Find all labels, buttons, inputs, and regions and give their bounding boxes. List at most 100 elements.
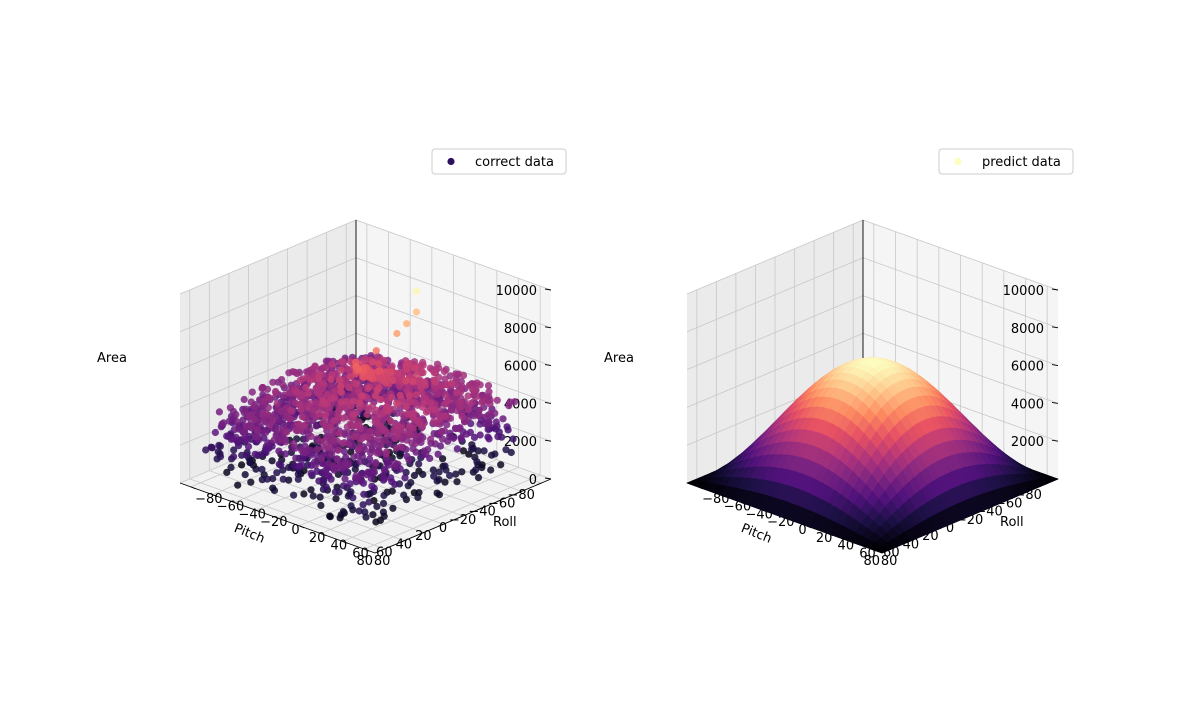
y-axis-title: Roll xyxy=(493,515,517,530)
scatter-point xyxy=(273,469,281,477)
y-tick-label: 60 xyxy=(859,546,876,561)
scatter-point xyxy=(335,430,343,438)
scatter-point xyxy=(350,433,358,441)
scatter-point xyxy=(334,446,342,454)
scatter-point xyxy=(400,491,408,499)
surface-mesh xyxy=(686,357,1059,554)
scatter-point xyxy=(457,435,465,443)
scatter-point xyxy=(486,400,494,408)
scatter-point xyxy=(241,471,249,479)
x-tick-label: 0 xyxy=(439,521,447,536)
scatter-point xyxy=(354,446,362,454)
scatter-point xyxy=(372,347,380,355)
scatter-point xyxy=(330,436,338,445)
scatter-point xyxy=(441,375,449,383)
scatter-point xyxy=(409,445,417,453)
scatter-point xyxy=(410,471,418,480)
scatter-point xyxy=(464,392,472,400)
scatter-point xyxy=(438,428,446,436)
y-tick-label: 40 xyxy=(838,539,855,554)
scatter-point xyxy=(244,443,253,451)
z-axis-title: Area xyxy=(97,351,127,366)
scatter-point xyxy=(336,514,344,522)
scatter-point xyxy=(484,382,493,390)
scatter-point xyxy=(242,451,251,459)
scatter-point xyxy=(466,400,474,408)
scatter-point xyxy=(369,511,377,519)
scatter-point xyxy=(354,452,362,460)
scatter-point xyxy=(409,377,417,386)
scatter-point xyxy=(391,459,399,467)
scatter-point xyxy=(321,412,329,420)
scatter-point xyxy=(337,366,345,374)
y-tick-label: 80 xyxy=(374,554,391,569)
scatter-point xyxy=(431,378,439,386)
scatter-point xyxy=(263,385,272,393)
y-tick-mark xyxy=(277,517,283,521)
wall-gridline-area xyxy=(179,257,357,333)
scatter-point xyxy=(422,408,430,416)
wall-gridline-area xyxy=(862,333,1059,404)
scatter-point xyxy=(365,498,373,506)
scatter-point xyxy=(252,465,260,473)
scatter-point xyxy=(232,433,240,441)
scatter-point xyxy=(304,368,312,376)
scatter-point xyxy=(420,447,428,455)
y-tick-label: 20 xyxy=(309,531,326,546)
scatter-point xyxy=(384,406,392,415)
scatter-point xyxy=(355,507,363,515)
scatter-point xyxy=(304,404,312,412)
scatter-point xyxy=(485,435,493,443)
scatter-point xyxy=(366,427,374,436)
scatter-point xyxy=(392,444,400,452)
legend: correct data xyxy=(431,148,567,175)
scatter-point xyxy=(325,472,333,480)
scatter-point xyxy=(458,412,466,421)
scatter-point xyxy=(367,449,375,457)
scatter-point xyxy=(292,454,300,462)
x-tick-label: 80 xyxy=(357,554,374,569)
scatter-point xyxy=(322,466,330,474)
scatter-point xyxy=(381,475,389,483)
y-tick-label: 60 xyxy=(352,546,369,561)
scatter-point xyxy=(453,445,461,453)
scatter-point xyxy=(402,377,410,385)
scatter-point xyxy=(294,420,302,428)
y-tick-mark xyxy=(320,533,327,536)
y-tick-label: 80 xyxy=(881,554,898,569)
scatter-point xyxy=(391,434,399,442)
scatter-point xyxy=(279,475,287,483)
scatter-point xyxy=(328,450,336,458)
scatter-point xyxy=(248,388,256,396)
scatter-point xyxy=(277,407,285,415)
scatter-point xyxy=(440,367,448,376)
scatter-point xyxy=(458,382,466,390)
scatter-point xyxy=(327,375,335,384)
legend-label: predict data xyxy=(982,155,1061,170)
scatter-point xyxy=(239,416,247,424)
scatter-point xyxy=(245,412,254,420)
scatter-point xyxy=(404,427,412,435)
scatter-point xyxy=(427,435,435,443)
surface-subplot: −80−60−40−20020406080−80−60−40−200204060… xyxy=(604,148,1074,569)
scatter-point xyxy=(414,493,422,501)
scatter-point xyxy=(505,402,513,410)
scatter-point xyxy=(443,421,451,429)
scatter-point xyxy=(346,480,354,488)
scatter-point xyxy=(306,376,314,384)
scatter-point xyxy=(393,329,401,338)
scatter-point xyxy=(320,399,328,408)
y-tick-mark xyxy=(298,525,305,529)
scatter-point xyxy=(263,475,271,483)
scatter-point xyxy=(265,394,273,402)
scatter-point xyxy=(291,368,299,376)
wall-gridline-area xyxy=(179,333,357,408)
scatter-point xyxy=(253,426,261,434)
scatter-point xyxy=(359,373,367,381)
surface-patch xyxy=(874,546,889,554)
scatter-point xyxy=(430,417,438,425)
scatter-point xyxy=(439,455,447,463)
z-tick-mark xyxy=(544,401,552,404)
scatter-point xyxy=(382,450,390,458)
scatter-point xyxy=(226,404,234,412)
